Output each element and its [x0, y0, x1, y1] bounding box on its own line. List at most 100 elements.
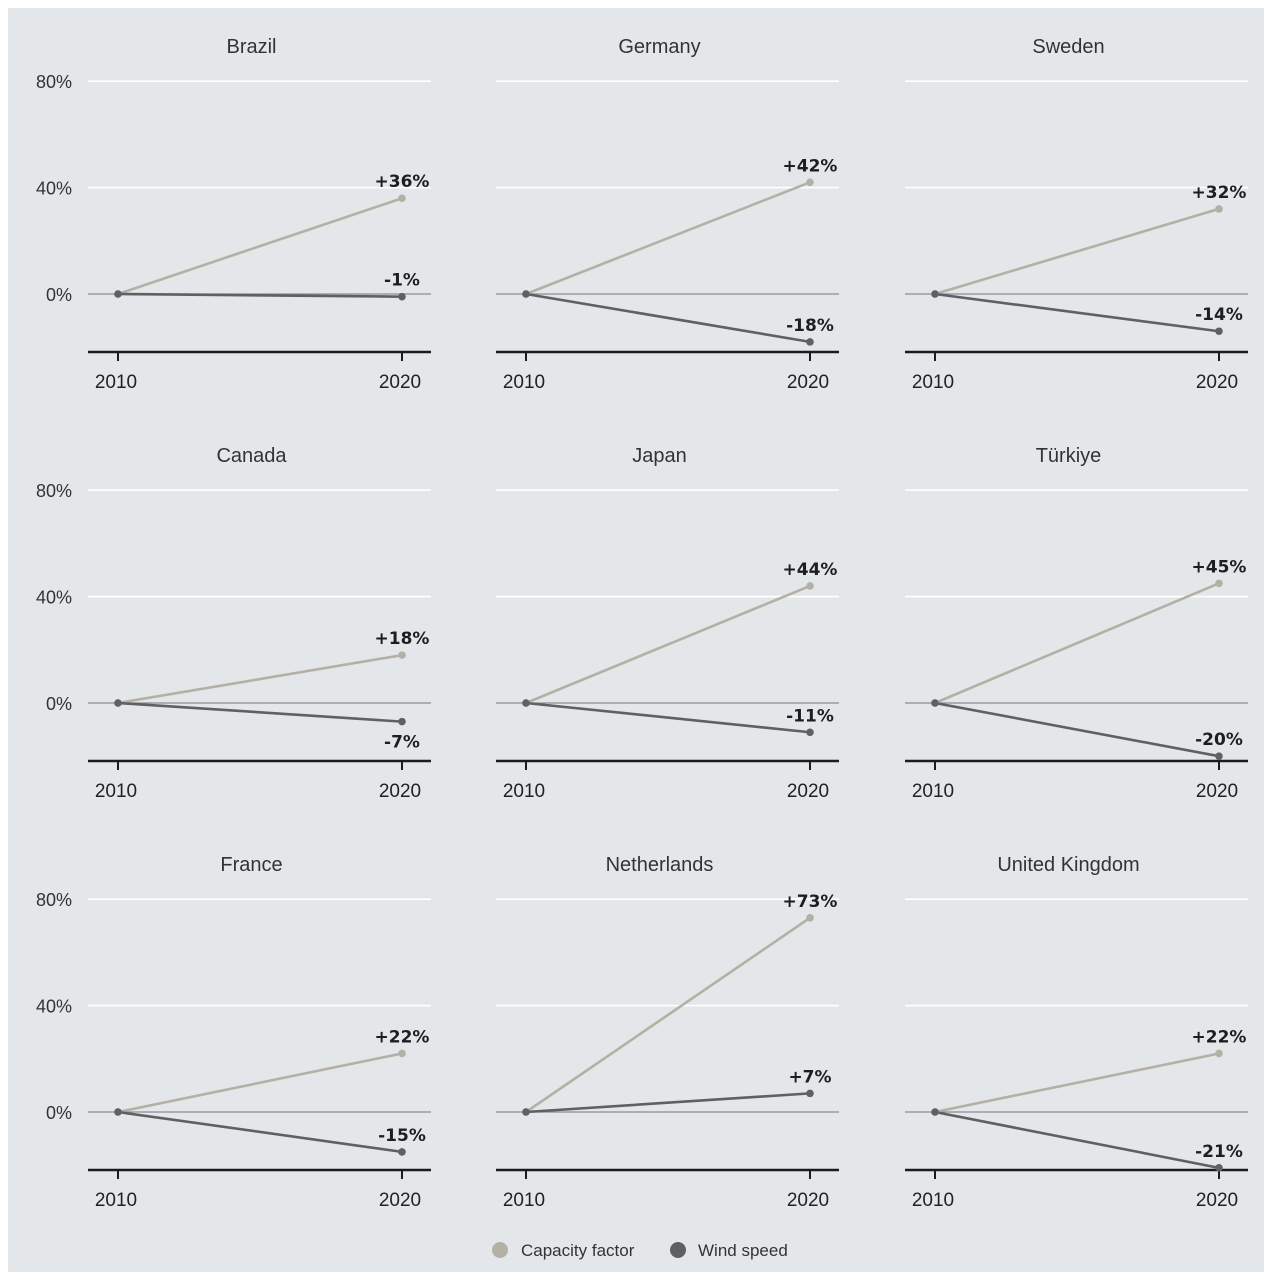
panel-brazil-wind-speed-label: -1% [384, 271, 420, 291]
panel-brazil-capacity-factor-line [116, 196, 404, 296]
panel-canada-y-tick-label: 40% [36, 588, 72, 608]
panel-france-x-tick-label: 2010 [95, 1190, 137, 1211]
panel-brazil-y-tick-label: 40% [36, 179, 72, 199]
panel-germany-capacity-factor-point [806, 178, 814, 187]
panel-t-rkiye-capacity-factor-line [933, 581, 1221, 705]
panel-netherlands-x-tick-label: 2010 [503, 1190, 545, 1211]
panel-t-rkiye-wind-speed-point [931, 699, 939, 707]
panel-japan-x-tick-label: 2010 [503, 781, 545, 802]
panel-united-kingdom-x-tick-label: 2010 [912, 1190, 954, 1211]
panel-canada-x-tick-label: 2020 [379, 781, 421, 802]
panel-france-wind-speed-line [116, 1110, 404, 1154]
panel-france-wind-speed-label: -15% [378, 1126, 426, 1146]
panel-brazil-x-tick-label: 2020 [379, 372, 421, 393]
panel-united-kingdom-capacity-factor-line [933, 1052, 1221, 1114]
panel-japan-capacity-factor-label: +44% [783, 560, 838, 580]
panel-canada-wind-speed-line [116, 701, 404, 723]
panel-t-rkiye-x-tick-label: 2010 [912, 781, 954, 802]
panel-sweden-capacity-factor-point [1215, 205, 1223, 213]
panel-sweden-wind-speed-point [931, 290, 939, 298]
panel-t-rkiye-capacity-factor-label: +45% [1192, 557, 1247, 577]
panel-japan-wind-speed-line [524, 701, 812, 734]
panel-japan-wind-speed-point [522, 699, 530, 707]
chart-canvas: Brazil 80% 40% 0% 2010 2020 +36% -1% Germany 2010… [36, 36, 1248, 1260]
panel-sweden-wind-speed-point [1215, 327, 1223, 336]
panel-germany-wind-speed-line [524, 292, 812, 344]
legend-capacity-factor-label: Capacity factor [521, 1241, 635, 1260]
panel-brazil-y-tick-label: 0% [46, 285, 72, 305]
panel-france-x-tick-label: 2020 [379, 1190, 421, 1211]
panel-brazil-y-tick-label: 80% [36, 72, 72, 92]
panel-netherlands-wind-speed-point [522, 1108, 530, 1116]
panel-brazil-capacity-factor-label: +36% [375, 172, 430, 192]
panel-germany-capacity-factor-label: +42% [783, 156, 838, 176]
panel-sweden-capacity-factor-label: +32% [1192, 183, 1247, 203]
panel-canada-capacity-factor-point [398, 651, 406, 659]
panel-t-rkiye-wind-speed-line [933, 701, 1221, 758]
panel-canada-y-tick-label: 0% [46, 694, 72, 714]
panel-france-y-tick-label: 80% [36, 890, 72, 910]
panel-germany-x-tick-label: 2020 [787, 372, 829, 393]
panel-canada-x-tick-label: 2010 [95, 781, 137, 802]
panel-germany-title: Germany [618, 36, 700, 58]
panel-sweden-capacity-factor-line [933, 207, 1221, 296]
panel-united-kingdom-wind-speed-point [1215, 1164, 1223, 1172]
panel-united-kingdom-capacity-factor-label: +22% [1192, 1027, 1247, 1047]
panel-brazil-capacity-factor-point [398, 194, 406, 203]
panel-france-title: France [220, 854, 282, 876]
panel-netherlands-title: Netherlands [606, 854, 714, 876]
panel-japan-capacity-factor-point [806, 582, 814, 590]
panel-brazil-x-tick-label: 2010 [95, 372, 137, 393]
panel-netherlands-wind-speed-label: +7% [788, 1067, 831, 1087]
panel-netherlands-wind-speed-point [806, 1089, 814, 1098]
panel-canada-y-tick-label: 80% [36, 481, 72, 501]
panel-netherlands-x-tick-label: 2020 [787, 1190, 829, 1211]
panel-france-capacity-factor-point [398, 1049, 406, 1058]
panel-brazil-wind-speed-point [114, 290, 122, 298]
panel-germany-x-tick-label: 2010 [503, 372, 545, 393]
panel-canada-wind-speed-point [114, 699, 122, 707]
panel-germany-capacity-factor-line [524, 180, 812, 296]
legend-wind-speed-swatch [670, 1242, 686, 1258]
panel-sweden-wind-speed-line [933, 292, 1221, 333]
panel-netherlands-capacity-factor-line [524, 916, 812, 1114]
panel-united-kingdom-wind-speed-label: -21% [1195, 1142, 1243, 1162]
panel-united-kingdom-x-tick-label: 2020 [1196, 1190, 1238, 1211]
panel-brazil-title: Brazil [226, 36, 276, 58]
panel-netherlands-capacity-factor-label: +73% [783, 892, 838, 912]
panel-germany-wind-speed-label: -18% [786, 316, 834, 336]
panel-france-y-tick-label: 0% [46, 1103, 72, 1123]
legend-wind-speed-label: Wind speed [698, 1241, 788, 1260]
panel-france-wind-speed-point [114, 1108, 122, 1116]
panel-japan-wind-speed-point [806, 728, 814, 737]
panel-canada-wind-speed-point [398, 717, 406, 726]
panel-t-rkiye-x-tick-label: 2020 [1196, 781, 1238, 802]
panel-sweden-x-tick-label: 2020 [1196, 372, 1238, 393]
panel-france-wind-speed-point [398, 1148, 406, 1156]
panel-japan-wind-speed-label: -11% [786, 706, 834, 726]
panel-sweden-wind-speed-label: -14% [1195, 305, 1243, 325]
panel-japan-capacity-factor-line [524, 584, 812, 705]
panel-canada-title: Canada [216, 445, 287, 467]
panel-t-rkiye-capacity-factor-point [1215, 579, 1223, 588]
panel-japan-title: Japan [632, 445, 687, 467]
panel-t-rkiye-title: Türkiye [1036, 445, 1102, 467]
panel-france-capacity-factor-line [116, 1052, 404, 1114]
panel-sweden-x-tick-label: 2010 [912, 372, 954, 393]
panel-france-y-tick-label: 40% [36, 997, 72, 1017]
panel-france-capacity-factor-label: +22% [375, 1027, 430, 1047]
panel-brazil-wind-speed-line [116, 292, 404, 298]
panel-japan-x-tick-label: 2020 [787, 781, 829, 802]
panel-canada-wind-speed-label: -7% [384, 733, 420, 753]
panel-brazil-wind-speed-point [398, 292, 406, 301]
panel-canada-capacity-factor-label: +18% [375, 629, 430, 649]
panel-netherlands-capacity-factor-point [806, 914, 814, 922]
panel-t-rkiye-wind-speed-label: -20% [1195, 730, 1243, 750]
panel-sweden-title: Sweden [1032, 36, 1104, 58]
panel-united-kingdom-title: United Kingdom [997, 854, 1139, 876]
panel-united-kingdom-capacity-factor-point [1215, 1049, 1223, 1058]
panel-germany-wind-speed-point [806, 338, 814, 346]
small-multiples-chart: Brazil 80% 40% 0% 2010 2020 +36% -1% Germany 2010… [8, 8, 1264, 1272]
panel-canada-capacity-factor-line [116, 653, 404, 705]
panel-united-kingdom-wind-speed-point [931, 1108, 939, 1116]
